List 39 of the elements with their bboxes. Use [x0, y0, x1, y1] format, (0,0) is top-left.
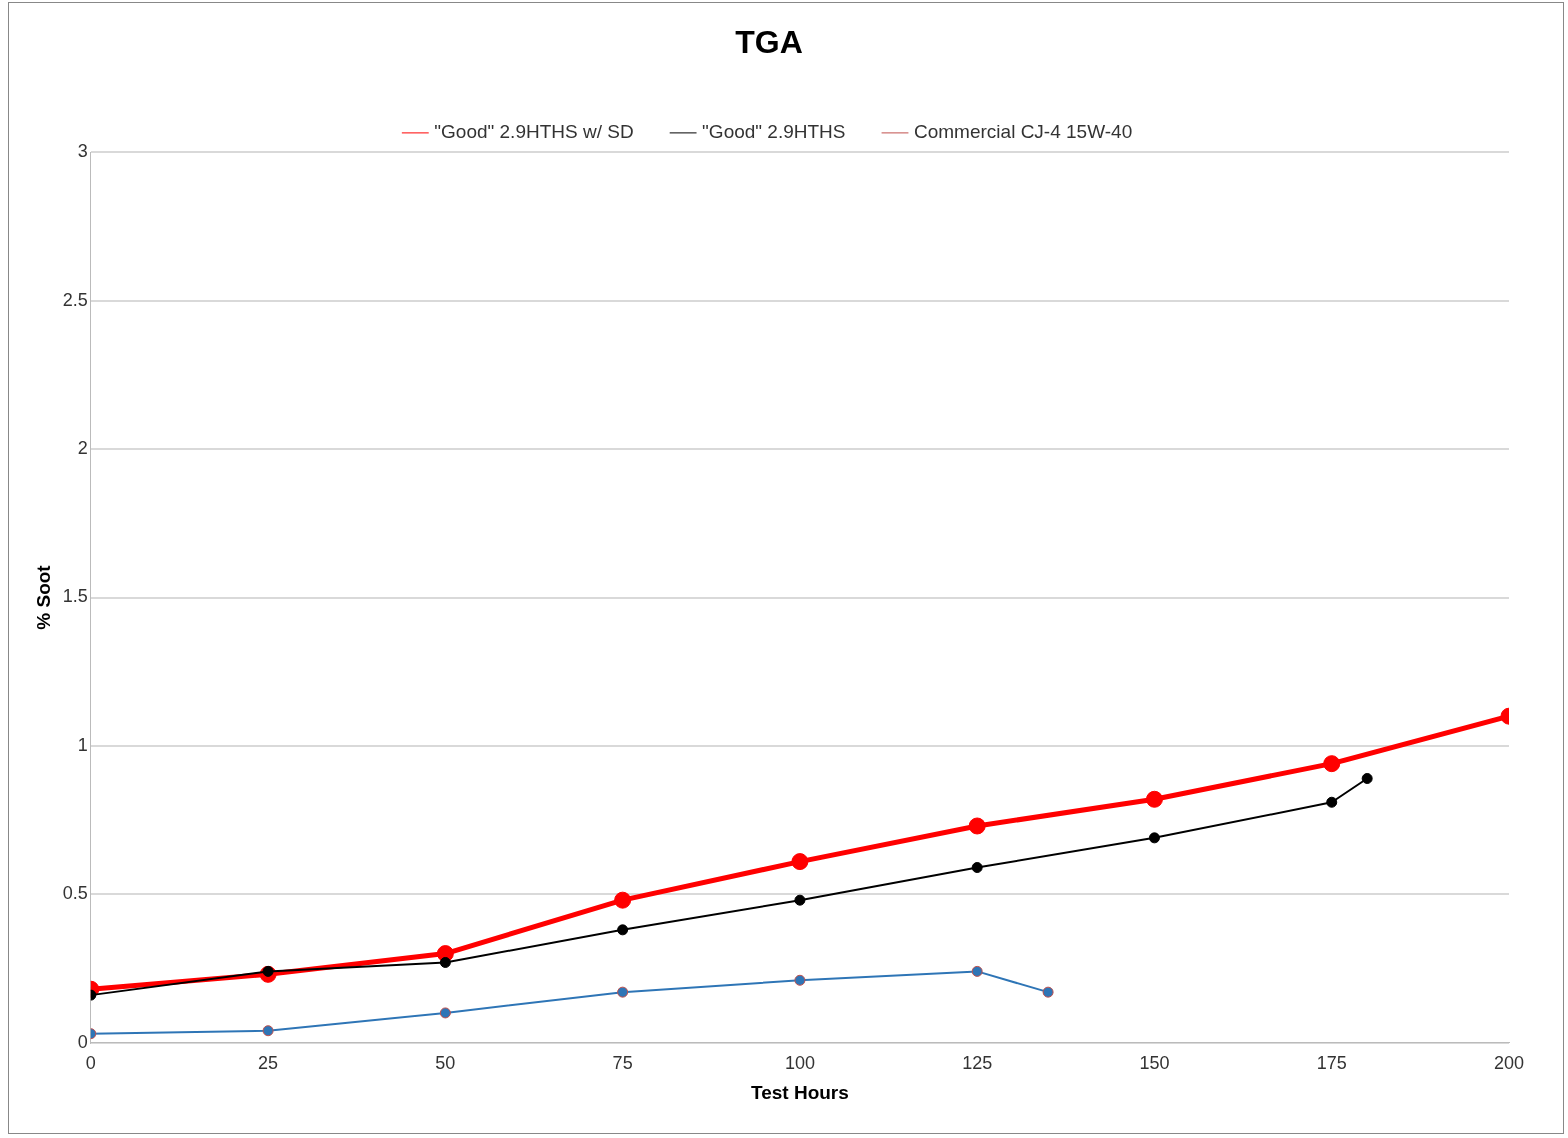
point	[1323, 755, 1341, 773]
point	[1326, 796, 1338, 808]
x-tick-label: 25	[258, 1053, 279, 1074]
x-tick-label: 100	[784, 1053, 815, 1074]
point	[794, 974, 806, 986]
y-tick-label: 1	[77, 734, 88, 755]
y-tick-label: 2	[77, 438, 88, 459]
y-axis-title: % Soot	[32, 564, 54, 630]
point	[791, 853, 809, 871]
x-tick-label: 150	[1139, 1053, 1170, 1074]
legend-label: "Good" 2.9HTHS	[702, 121, 846, 143]
point	[617, 924, 629, 936]
x-tick-label: 175	[1316, 1053, 1347, 1074]
chart-title: TGA	[735, 24, 803, 61]
point	[617, 986, 629, 998]
point	[439, 1007, 451, 1019]
x-tick-label: 200	[1493, 1053, 1525, 1074]
point	[968, 817, 986, 835]
y-tick-label: 0.5	[62, 883, 88, 904]
x-axis-title: Test Hours	[750, 1081, 849, 1103]
y-tick-label: 0	[77, 1031, 88, 1052]
x-tick-label: 50	[435, 1053, 456, 1074]
point	[1145, 790, 1163, 808]
point	[439, 956, 451, 968]
x-tick-label: 125	[962, 1053, 993, 1074]
legend-label: "Good" 2.9HTHS w/ SD	[434, 121, 634, 143]
point	[794, 894, 806, 906]
point	[1148, 832, 1160, 844]
point	[614, 891, 632, 909]
point	[971, 862, 983, 874]
legend-label: Commercial CJ-4 15W-40	[914, 121, 1133, 143]
y-tick-label: 3	[77, 141, 88, 162]
point	[262, 1025, 274, 1037]
point	[1042, 986, 1054, 998]
x-tick-label: 75	[612, 1053, 633, 1074]
y-tick-label: 1.5	[62, 586, 88, 607]
y-tick-label: 2.5	[62, 289, 88, 310]
point	[1361, 773, 1373, 785]
point	[971, 965, 983, 977]
